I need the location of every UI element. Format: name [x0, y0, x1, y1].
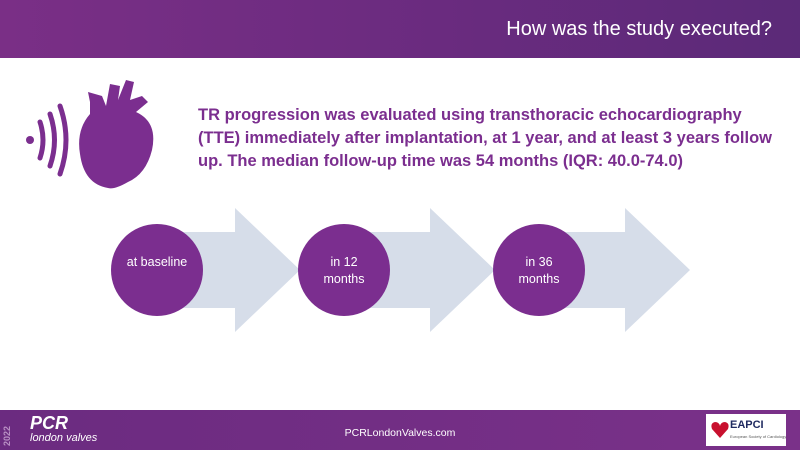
step-label: at baseline: [126, 255, 188, 269]
logo-heart: [711, 422, 729, 438]
slide-title: How was the study executed?: [506, 18, 772, 40]
body-text: TR progression was evaluated using trans…: [198, 106, 773, 170]
logo-subtext: European Society of Cardiology: [730, 434, 787, 439]
timeline: [111, 208, 690, 332]
step-label: in 36 months: [518, 255, 560, 286]
footer-url: PCRLondonValves.com: [344, 427, 456, 439]
logo-box: [706, 414, 786, 446]
footer-brand: PCR: [30, 413, 69, 433]
footer-band: [0, 410, 800, 450]
step-label: in 12 months: [323, 255, 365, 286]
heart-icon: [26, 80, 154, 189]
footer-subbrand: london valves: [30, 432, 98, 444]
header-band: How was the study executed?: [0, 0, 800, 58]
logo-text: EAPCI: [730, 419, 764, 431]
